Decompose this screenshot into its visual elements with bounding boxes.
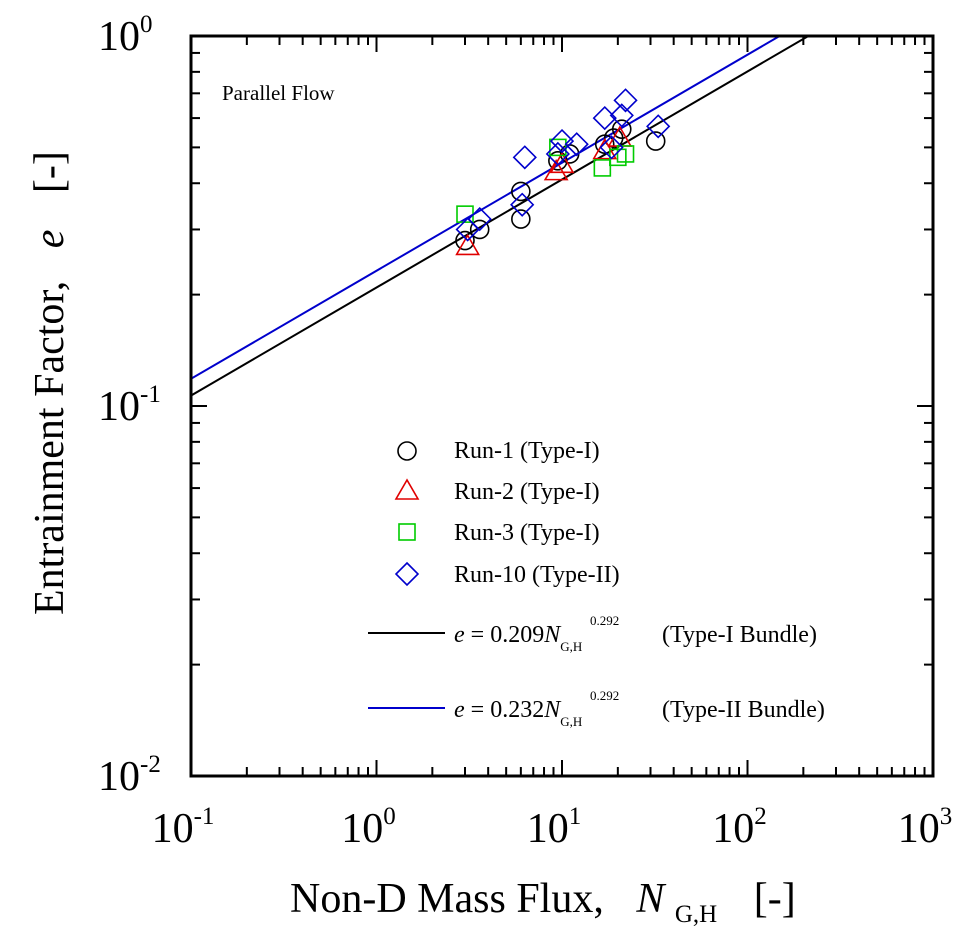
data-point-series-4 bbox=[599, 135, 624, 160]
data-points bbox=[455, 88, 671, 256]
legend-markers bbox=[394, 441, 420, 587]
data-point-series-4 bbox=[512, 145, 537, 170]
x-axis-label-symbol: N bbox=[635, 876, 666, 922]
legend-equation-type-2: e = 0.232NG,H bbox=[454, 697, 582, 729]
data-point-series-4 bbox=[545, 141, 570, 167]
data-point-series-3 bbox=[616, 145, 635, 163]
data-point-series-4 bbox=[646, 114, 671, 139]
y-axis-label-unit: [-] bbox=[27, 151, 73, 193]
data-point-series-2 bbox=[455, 233, 481, 256]
data-point-series-1 bbox=[511, 181, 531, 202]
legend-equation-type-1: e = 0.209NG,H bbox=[454, 622, 582, 654]
plot-frame bbox=[189, 34, 935, 778]
legend-exponent-type-2: 0.292 bbox=[590, 688, 619, 703]
y-tick-label: 10-1 bbox=[98, 381, 161, 430]
x-axis-label-subscript: G,H bbox=[675, 901, 717, 928]
y-axis-label: Entrainment Factor, e [-] bbox=[27, 151, 73, 615]
y-axis-label-symbol: e bbox=[27, 230, 73, 249]
x-tick-label: 100 bbox=[341, 803, 396, 852]
data-point-series-1 bbox=[455, 230, 475, 251]
fit-line-2 bbox=[191, 36, 782, 380]
data-point-series-4 bbox=[549, 128, 575, 154]
legend-marker-series-2 bbox=[394, 478, 420, 500]
data-point-series-1 bbox=[469, 219, 490, 240]
legend-desc-type-1: (Type-I Bundle) bbox=[662, 622, 817, 648]
legend-label-run-2: Run-2 (Type-I) bbox=[454, 479, 600, 505]
y-tick-labels: 10-2 10-1 100 bbox=[98, 11, 161, 800]
y-axis-label-prefix: Entrainment Factor, bbox=[27, 281, 73, 615]
legend-label-run-1: Run-1 (Type-I) bbox=[454, 438, 600, 464]
x-tick-label: 10-1 bbox=[152, 803, 215, 852]
data-point-series-4 bbox=[564, 132, 589, 157]
data-point-series-4 bbox=[510, 192, 535, 217]
data-point-series-4 bbox=[613, 88, 638, 113]
y-tick-label: 10-2 bbox=[98, 751, 161, 800]
legend-label-run-3: Run-3 (Type-I) bbox=[454, 520, 600, 546]
x-axis-label: Non-D Mass Flux, N G,H [-] bbox=[290, 876, 796, 932]
x-tick-label: 102 bbox=[712, 803, 767, 852]
legend-desc-type-2: (Type-II Bundle) bbox=[662, 697, 825, 723]
data-point-series-4 bbox=[609, 103, 634, 128]
data-point-series-2 bbox=[543, 159, 569, 181]
x-axis-label-prefix: Non-D Mass Flux, bbox=[290, 876, 604, 922]
x-tick-label: 103 bbox=[898, 803, 953, 852]
y-tick-label: 100 bbox=[98, 11, 153, 60]
data-point-series-1 bbox=[511, 209, 531, 229]
x-tick-labels: 10-1 100 101 102 103 bbox=[152, 803, 953, 852]
annotation-parallel-flow: Parallel Flow bbox=[222, 81, 335, 105]
fit-line-1 bbox=[191, 36, 811, 397]
legend: Run-1 (Type-I) Run-2 (Type-I) Run-3 (Typ… bbox=[368, 438, 825, 729]
legend-exponent-type-1: 0.292 bbox=[590, 613, 619, 628]
legend-label-run-10: Run-10 (Type-II) bbox=[454, 562, 620, 588]
legend-marker-series-1 bbox=[397, 441, 417, 461]
data-point-series-1 bbox=[645, 131, 666, 151]
fit-lines bbox=[191, 36, 811, 397]
legend-marker-series-3 bbox=[398, 523, 416, 541]
legend-marker-series-4 bbox=[394, 561, 420, 587]
x-axis-label-unit: [-] bbox=[754, 876, 796, 922]
x-tick-label: 101 bbox=[527, 803, 582, 852]
data-point-series-1 bbox=[611, 119, 632, 139]
data-point-series-4 bbox=[467, 206, 492, 232]
data-point-series-3 bbox=[593, 159, 612, 177]
